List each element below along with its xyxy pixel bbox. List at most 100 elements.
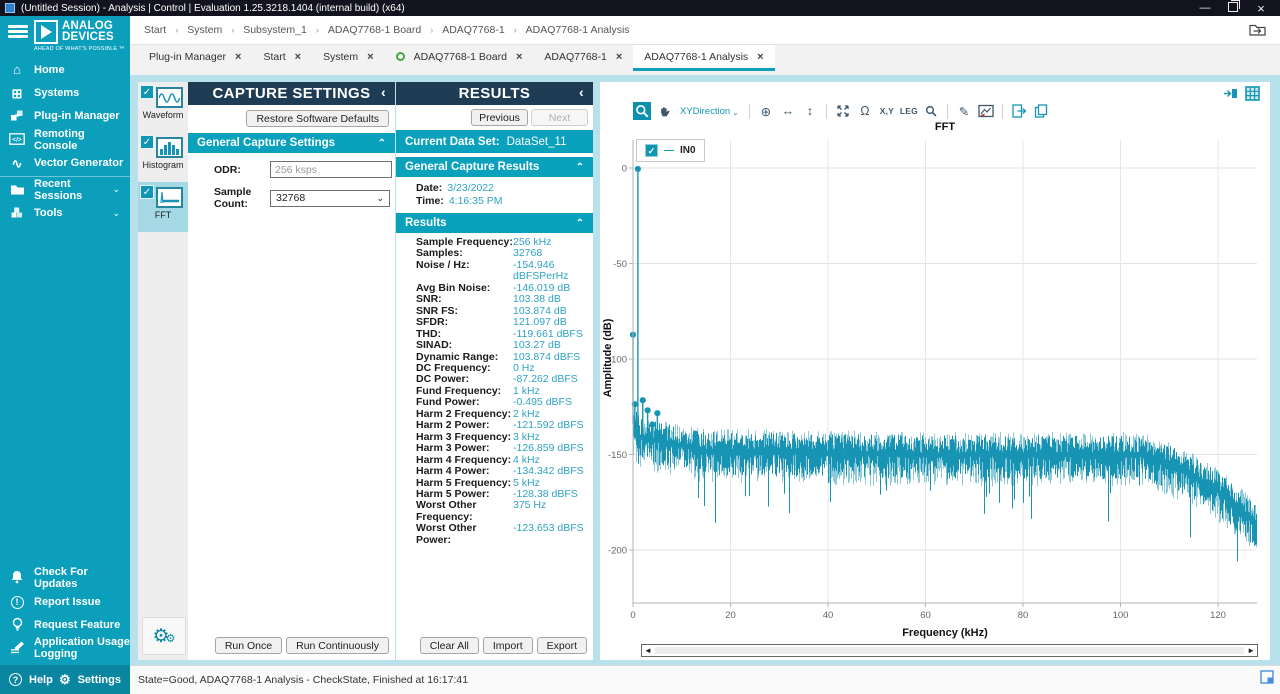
legend-toggle[interactable]: LEG — [899, 106, 918, 116]
tab-start[interactable]: Start × — [263, 50, 302, 63]
breadcrumb-item[interactable]: Start — [144, 24, 167, 36]
sidebar-item-recent-sessions[interactable]: Recent Sessions ⌄ — [0, 178, 130, 202]
close-icon[interactable]: × — [757, 50, 764, 63]
sidebar-item-application-usage-logging[interactable]: Application Usage Logging — [0, 636, 130, 660]
general-capture-results-section[interactable]: General Capture Results ⌃ — [396, 157, 593, 177]
copy-chart-button[interactable] — [1032, 102, 1050, 120]
import-button[interactable]: Import — [482, 637, 533, 654]
console-icon: </> — [9, 133, 25, 147]
scroll-left-icon[interactable]: ◄ — [644, 646, 652, 655]
close-button[interactable]: × — [1257, 0, 1265, 16]
open-session-icon[interactable] — [1249, 22, 1266, 39]
legend-checkbox[interactable]: ✓ — [645, 144, 658, 157]
date-label: Date: — [416, 182, 443, 194]
xy-readout-toggle[interactable]: X,Y — [879, 106, 895, 116]
odr-input[interactable] — [270, 161, 392, 178]
xy-direction-select[interactable]: XYDirection ⌄ — [680, 105, 739, 117]
current-data-set-bar: Current Data Set: DataSet_11 — [396, 130, 593, 153]
sidebar-item-vector-generator[interactable]: ∿ Vector Generator — [0, 152, 130, 175]
close-icon[interactable]: × — [515, 50, 523, 63]
sidebar-item-remoting-console[interactable]: </> Remoting Console — [0, 128, 130, 152]
fft-chart-panel: XYDirection ⌄ ⊕ ↔ ↕ Ω X,Y LEG ✎ FFT ✓ — IN0 0 -50… — [600, 82, 1270, 660]
sidebar-item-settings[interactable]: ⚙ Settings — [58, 671, 121, 687]
hamburger-menu-icon[interactable] — [8, 25, 28, 41]
resize-grip-icon[interactable] — [1260, 670, 1275, 688]
fft-icon — [156, 187, 183, 208]
result-row: SINAD: 103.27 dB — [416, 339, 561, 352]
run-continuously-button[interactable]: Run Continuously — [286, 637, 389, 654]
grid-view-icon[interactable] — [1245, 86, 1260, 106]
results-section[interactable]: Results ⌃ — [396, 213, 593, 233]
tab-adaq7768-1[interactable]: ADAQ7768-1 × — [544, 50, 623, 63]
result-row: DC Power: -87.262 dBFS — [416, 373, 578, 386]
waveform-checkbox[interactable]: ✓ — [140, 85, 154, 99]
window-titlebar: (Untitled Session) - Analysis | Control … — [0, 0, 1280, 16]
breadcrumb-separator: › — [175, 25, 179, 35]
magnify-tool[interactable] — [922, 102, 940, 120]
pan-tool[interactable] — [655, 102, 673, 120]
vertical-scale-tool[interactable]: ↕ — [806, 104, 813, 118]
sidebar-item-systems[interactable]: ⊞ Systems — [0, 81, 130, 104]
previous-button[interactable]: Previous — [471, 109, 528, 126]
fit-view-tool[interactable] — [834, 102, 852, 120]
close-icon[interactable]: × — [235, 50, 242, 63]
scrollbar-thumb[interactable] — [654, 647, 1245, 654]
analysis-view-waveform[interactable]: ✓ Waveform — [138, 82, 188, 132]
restore-software-defaults-button[interactable]: Restore Software Defaults — [246, 110, 389, 127]
breadcrumb-item[interactable]: ADAQ7768-1 — [442, 24, 505, 36]
sidebar-item-request-feature[interactable]: Request Feature — [0, 613, 130, 636]
clear-all-button[interactable]: Clear All — [419, 637, 479, 654]
sidebar-item-help[interactable]: ? Help — [9, 673, 53, 686]
sidebar-item-report-issue[interactable]: ! Report Issue — [0, 590, 130, 613]
breadcrumb-item[interactable]: ADAQ7768-1 Analysis — [525, 24, 630, 36]
breadcrumb-item[interactable]: ADAQ7768-1 Board — [327, 24, 422, 36]
sample-count-select[interactable]: 32768 ⌄ — [270, 189, 390, 207]
general-capture-settings-section[interactable]: General Capture Settings ⌃ — [188, 133, 395, 153]
histogram-checkbox[interactable]: ✓ — [140, 135, 154, 149]
tab-adaq7768-1-board[interactable]: ADAQ7768-1 Board × — [385, 45, 534, 71]
y-axis-label: Amplitude (dB) — [602, 318, 614, 398]
horizontal-scale-tool[interactable]: ↔ — [781, 104, 795, 118]
chart-image-tool[interactable] — [977, 102, 995, 120]
sidebar: ANALOG DEVICES AHEAD OF WHAT'S POSSIBLE ™… — [0, 16, 130, 694]
close-icon[interactable]: × — [615, 50, 623, 63]
collapse-left-icon[interactable]: ‹ — [578, 84, 584, 100]
fft-plot[interactable]: 0 -50 -100 -150 -200 0 20 40 60 80 100 120 — [600, 82, 1270, 660]
toolbar-separator — [946, 103, 948, 119]
gears-icon: ⚙⚙ — [152, 625, 176, 647]
result-row: SNR FS: 103.874 dB — [416, 304, 567, 317]
breadcrumb-item[interactable]: Subsystem_1 — [243, 24, 307, 36]
scroll-right-icon[interactable]: ► — [1247, 646, 1255, 655]
breadcrumb-item[interactable]: System — [187, 24, 223, 36]
result-row: Harm 3 Frequency: 3 kHz — [416, 430, 540, 443]
result-row: Harm 4 Frequency: 4 kHz — [416, 453, 540, 466]
export-button[interactable]: Export — [536, 637, 587, 654]
sidebar-item-check-for-updates[interactable]: Check For Updates — [0, 566, 130, 590]
fft-checkbox[interactable]: ✓ — [140, 185, 154, 199]
analysis-view-fft[interactable]: ✓ FFT — [138, 182, 188, 232]
breadcrumb-separator: › — [315, 25, 319, 35]
tab-system[interactable]: System × — [323, 50, 374, 63]
minimize-button[interactable]: — — [1199, 2, 1211, 14]
close-icon[interactable]: × — [294, 50, 302, 63]
chart-horizontal-scrollbar[interactable]: ◄ ► — [641, 644, 1258, 657]
tab-adaq7768-1-analysis[interactable]: ADAQ7768-1 Analysis × — [633, 45, 775, 71]
results-header: RESULTS ‹ — [396, 82, 593, 105]
sidebar-item-home[interactable]: ⌂ Home — [0, 58, 130, 81]
center-tool[interactable]: ⊕ — [760, 104, 772, 119]
tab-plug-in-manager[interactable]: Plug-in Manager × — [149, 50, 242, 63]
zoom-box-tool[interactable] — [633, 102, 651, 120]
tool-settings-button[interactable]: ⚙⚙ — [142, 617, 186, 655]
annotate-tool[interactable]: ✎ — [958, 104, 970, 119]
undo-zoom-tool[interactable]: Ω — [860, 104, 870, 118]
sidebar-item-tools[interactable]: Tools ⌄ — [0, 201, 130, 224]
restore-button[interactable] — [1219, 0, 1247, 15]
collapse-left-icon[interactable]: ‹ — [380, 84, 386, 100]
close-icon[interactable]: × — [367, 50, 374, 63]
undock-panel-icon[interactable] — [1223, 87, 1238, 105]
run-once-button[interactable]: Run Once — [214, 637, 283, 654]
export-chart-button[interactable] — [1010, 102, 1028, 120]
analysis-view-histogram[interactable]: ✓ Histogram — [138, 132, 188, 182]
next-button[interactable]: Next — [531, 109, 588, 126]
sidebar-item-plug-in-manager[interactable]: Plug-in Manager — [0, 105, 130, 128]
